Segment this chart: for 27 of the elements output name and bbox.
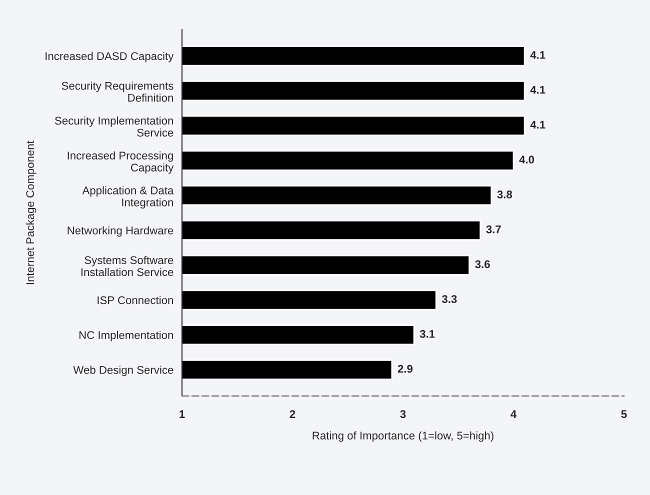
x-tick-label: 3: [400, 410, 406, 418]
x-tick-label: 2: [290, 410, 296, 418]
y-tick-label: Networking Hardware: [68, 226, 174, 237]
data-label: 3.7: [486, 225, 501, 234]
y-tick-label: Security Requirements Definition: [62, 82, 174, 102]
data-label: 4.1: [530, 120, 546, 129]
y-tick-label: NC Implementation: [79, 330, 173, 342]
y-tick-label: Web Design Service: [73, 366, 174, 376]
x-tick-label: 1: [180, 410, 185, 418]
y-tick-label: ISP Connection: [98, 296, 173, 304]
x-axis-title: Rating of Importance (1=low, 5=high): [312, 431, 494, 442]
data-label: 3.1: [420, 330, 435, 338]
data-label: 4.0: [519, 156, 534, 164]
y-axis-title: Internet Package Component: [26, 140, 36, 284]
data-label: 3.6: [475, 260, 490, 268]
y-tick-label: Systems Software Installation Service: [81, 256, 174, 276]
x-tick-label: 5: [621, 410, 627, 418]
data-label: 2.9: [398, 364, 413, 373]
x-tick-label: 4: [510, 410, 517, 418]
data-label: 4.1: [530, 51, 546, 59]
y-tick-label: Increased Processing Capacity: [68, 151, 174, 174]
y-tick-label: Application & Data Integration: [82, 186, 174, 209]
data-label: 4.1: [530, 86, 546, 94]
data-label: 3.3: [442, 295, 457, 304]
y-tick-label: Increased DASD Capacity: [46, 52, 174, 62]
y-tick-label: Security Implementation Service: [54, 116, 174, 137]
data-label: 3.8: [497, 190, 512, 198]
